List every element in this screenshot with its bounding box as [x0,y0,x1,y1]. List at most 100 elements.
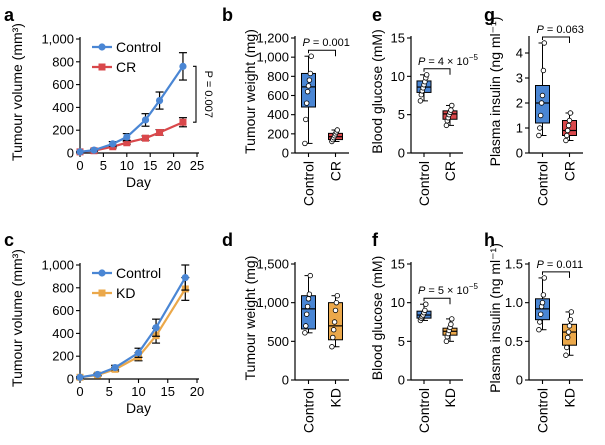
legend-label-control: Control [116,265,161,281]
x-category-label-f: Control [416,388,432,433]
data-point-control [141,116,150,124]
significance-bracket-h [542,271,570,278]
data-point-control [536,132,542,139]
data-point-control [306,291,313,297]
data-point-control [537,125,543,131]
panel-label-d: d [222,230,233,250]
data-point-cr [156,128,164,136]
y-tick-label-a: 600 [52,77,74,92]
p-value-f: P = 5 × 10−5 [418,282,478,297]
data-point-cr [443,122,450,129]
p-value-b: P = 0.001 [303,37,350,49]
x-category-label-h: Control [535,388,551,433]
data-point-kd [443,338,450,345]
x-axis-title-c: Day [126,400,151,416]
data-point-control [538,112,544,119]
data-point-cr [565,127,571,134]
x-category-label-e: CR [442,161,458,181]
x-category-label-g: Control [535,161,551,206]
y-tick-label-a: 800 [52,54,74,69]
panel-label-a: a [4,5,15,25]
data-point-control [109,140,117,148]
y-tick-label-c: 600 [52,303,74,318]
legend-label-cr: CR [116,59,136,75]
y-axis-title-f: Blood glucose (mM) [369,256,385,381]
y-tick-label-g: 4 [516,46,523,61]
data-point-control [423,301,429,307]
y-tick-label-b: 800 [267,69,289,84]
significance-bracket-g [542,36,570,43]
y-axis-title-a: Tumour volume (mm³) [9,23,25,161]
data-point-control [303,116,309,123]
series-line-control [79,65,184,153]
y-tick-label-g: 2 [516,96,523,111]
x-category-label-h: KD [562,388,578,407]
x-category-label-e: Control [416,161,432,206]
panel-label-f: f [372,230,379,250]
data-point-kd [449,316,455,322]
legend-marker-control [98,43,106,51]
y-tick-label-h: 0 [516,373,523,388]
data-point-control [307,70,313,77]
y-tick-label-g: 3 [516,71,523,86]
data-point-control [541,275,547,281]
y-tick-label-b: 400 [267,107,289,122]
data-point-kd [564,344,570,351]
p-value-h: P = 0.011 [537,259,584,271]
data-point-cr [334,127,340,133]
y-axis-title-g: Plasma insulin (ng ml⁻¹) [487,17,503,167]
y-tick-label-d: 1,500 [256,257,289,272]
legend-marker-cr [98,63,106,71]
data-point-control [76,148,84,156]
y-axis-title-d: Tumour weight (mg) [242,256,258,381]
y-tick-label-e: 15 [391,31,405,46]
data-point-control [304,311,310,317]
x-tick-label-c: 5 [106,384,113,399]
data-point-control [302,330,308,336]
data-point-kd [448,321,454,328]
y-tick-label-c: 400 [52,326,74,341]
y-tick-label-f: 10 [391,295,405,310]
data-point-control [536,327,542,333]
data-point-control [90,146,98,154]
y-tick-label-a: 400 [52,100,74,115]
data-point-control [111,364,119,372]
data-point-cr [142,134,150,142]
data-point-control [134,349,143,357]
data-point-control [306,77,313,83]
data-point-control [539,92,546,99]
y-tick-label-g: 1 [516,121,523,136]
data-point-control [539,299,546,306]
data-point-kd [329,344,335,350]
y-tick-label-b: 1,000 [256,50,289,65]
x-tick-label-a: 5 [100,158,107,173]
data-point-control [302,140,308,147]
y-tick-label-c: 800 [52,280,74,295]
panel-label-h: h [484,230,495,250]
panel-label-c: c [4,230,14,250]
x-tick-label-c: 0 [76,384,83,399]
y-tick-label-b: 1,200 [256,31,289,46]
data-point-control [307,272,313,279]
x-tick-label-c: 20 [190,384,204,399]
y-axis-title-c: Tumour volume (mm³) [9,249,25,387]
significance-bracket-e [423,68,451,75]
data-point-control [417,98,424,104]
legend-label-control: Control [116,39,161,55]
x-category-label-b: Control [301,161,317,206]
significance-bracket-a [193,65,197,123]
x-tick-label-c: 15 [161,384,175,399]
data-point-cr [563,137,569,144]
data-point-kd [332,307,339,314]
y-tick-label-d: 500 [267,334,289,349]
p-value-g: P = 0.063 [537,24,584,36]
data-point-control [303,323,309,329]
legend-label-kd: KD [116,285,135,301]
legend-marker-kd [98,289,106,297]
data-point-cr [564,132,570,139]
y-tick-label-f: 5 [398,334,405,349]
y-tick-label-d: 1,000 [256,295,289,310]
y-tick-label-a: 0 [67,146,74,161]
data-point-cr [567,110,574,116]
y-tick-label-c: 1,000 [41,258,74,273]
